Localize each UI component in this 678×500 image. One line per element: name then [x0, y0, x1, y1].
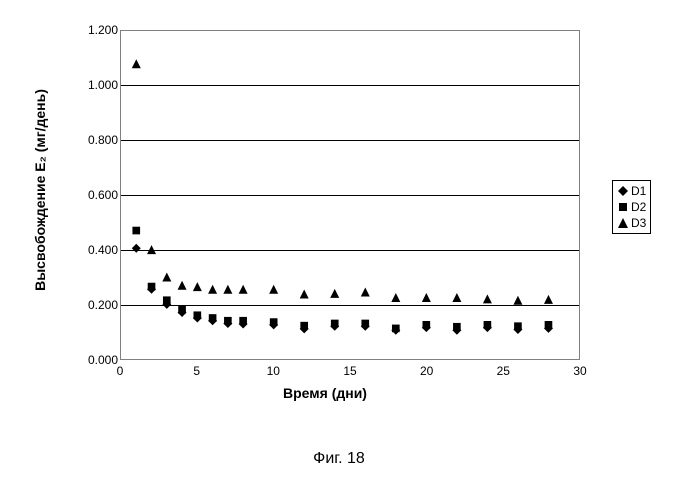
x-tick-6: 30 — [565, 364, 595, 378]
x-tick-4: 20 — [412, 364, 442, 378]
legend-label: D3 — [631, 215, 646, 231]
x-tick-0: 0 — [105, 364, 135, 378]
data-point — [209, 314, 217, 322]
data-point — [194, 311, 202, 319]
data-point — [148, 283, 156, 291]
data-point — [514, 322, 522, 330]
data-point — [162, 273, 171, 282]
data-point — [452, 293, 461, 302]
data-point — [178, 306, 186, 314]
data-points-layer — [121, 31, 579, 359]
data-point — [269, 285, 278, 294]
y-axis-label: Высвобождение E₂ (мг/день) — [32, 89, 48, 291]
y-tick-1: 0.200 — [58, 298, 118, 312]
y-tick-2: 0.400 — [58, 243, 118, 257]
legend-item-d2: D2 — [617, 199, 646, 215]
x-tick-3: 15 — [335, 364, 365, 378]
data-point — [330, 289, 339, 298]
x-axis-label: Время (дни) — [50, 385, 600, 401]
data-point — [132, 244, 141, 253]
data-point — [392, 325, 400, 333]
data-point — [391, 293, 400, 302]
data-point — [208, 285, 217, 294]
y-tick-4: 0.800 — [58, 133, 118, 147]
triangle-icon — [617, 217, 629, 229]
data-point — [239, 317, 247, 325]
legend-item-d3: D3 — [617, 215, 646, 231]
legend: D1 D2 D3 — [612, 180, 651, 234]
diamond-icon — [617, 185, 629, 197]
data-point — [484, 321, 492, 329]
data-point — [239, 285, 248, 294]
e2-release-chart: Высвобождение E₂ (мг/день) 0.000 0.200 0… — [50, 20, 600, 410]
data-point — [513, 296, 522, 305]
data-point — [361, 320, 369, 328]
legend-label: D1 — [631, 183, 646, 199]
figure-caption: Фиг. 18 — [0, 450, 678, 468]
data-point — [544, 295, 553, 304]
x-tick-5: 25 — [488, 364, 518, 378]
data-point — [147, 245, 156, 254]
data-point — [483, 294, 492, 303]
data-point — [178, 281, 187, 290]
data-point — [300, 322, 308, 330]
data-point — [361, 288, 370, 297]
x-tick-1: 5 — [182, 364, 212, 378]
y-tick-6: 1.200 — [58, 23, 118, 37]
data-point — [270, 318, 278, 326]
legend-item-d1: D1 — [617, 183, 646, 199]
data-point — [423, 321, 431, 329]
data-point — [132, 59, 141, 68]
square-icon — [617, 201, 629, 213]
data-point — [163, 296, 171, 304]
x-tick-2: 10 — [258, 364, 288, 378]
data-point — [223, 285, 232, 294]
page: Высвобождение E₂ (мг/день) 0.000 0.200 0… — [0, 0, 678, 500]
data-point — [453, 323, 461, 331]
legend-label: D2 — [631, 199, 646, 215]
y-tick-3: 0.600 — [58, 188, 118, 202]
y-tick-5: 1.000 — [58, 78, 118, 92]
data-point — [331, 320, 339, 328]
data-point — [545, 321, 553, 329]
data-point — [132, 227, 140, 235]
plot-area — [120, 30, 580, 360]
data-point — [224, 317, 232, 325]
data-point — [300, 289, 309, 298]
data-point — [193, 282, 202, 291]
data-point — [422, 293, 431, 302]
